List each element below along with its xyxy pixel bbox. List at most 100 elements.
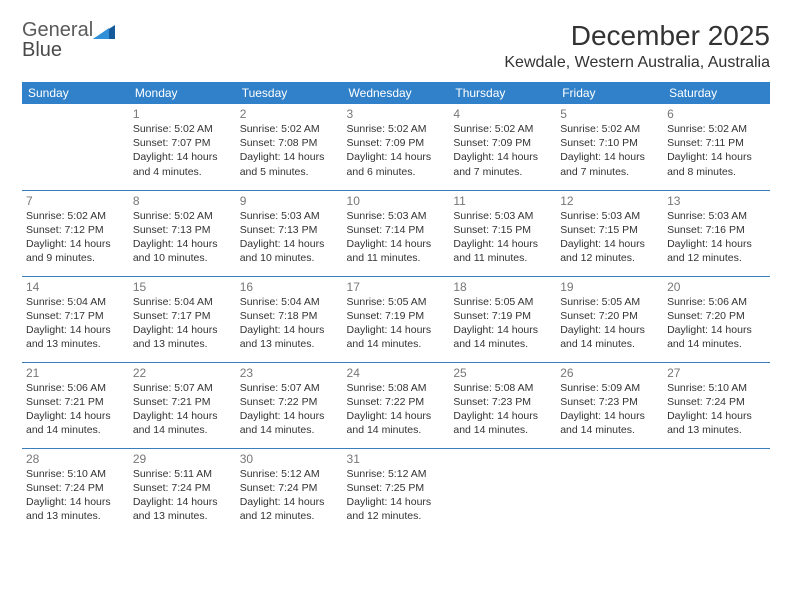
day-number: 25 <box>453 366 552 380</box>
calendar-day-cell: 17Sunrise: 5:05 AMSunset: 7:19 PMDayligh… <box>343 276 450 362</box>
day-number: 2 <box>240 107 339 121</box>
calendar-day-cell: 10Sunrise: 5:03 AMSunset: 7:14 PMDayligh… <box>343 190 450 276</box>
day-number: 11 <box>453 194 552 208</box>
day-number: 24 <box>347 366 446 380</box>
day-header: Saturday <box>663 82 770 104</box>
day-info: Sunrise: 5:04 AMSunset: 7:17 PMDaylight:… <box>133 295 232 352</box>
day-info: Sunrise: 5:07 AMSunset: 7:22 PMDaylight:… <box>240 381 339 438</box>
day-number: 31 <box>347 452 446 466</box>
calendar-empty-cell <box>663 448 770 534</box>
brand-part1: General <box>22 19 93 41</box>
day-number: 21 <box>26 366 125 380</box>
calendar-week-row: 21Sunrise: 5:06 AMSunset: 7:21 PMDayligh… <box>22 362 770 448</box>
calendar-week-row: 1Sunrise: 5:02 AMSunset: 7:07 PMDaylight… <box>22 104 770 190</box>
day-number: 28 <box>26 452 125 466</box>
day-info: Sunrise: 5:10 AMSunset: 7:24 PMDaylight:… <box>667 381 766 438</box>
calendar-day-cell: 26Sunrise: 5:09 AMSunset: 7:23 PMDayligh… <box>556 362 663 448</box>
calendar-day-cell: 13Sunrise: 5:03 AMSunset: 7:16 PMDayligh… <box>663 190 770 276</box>
day-info: Sunrise: 5:12 AMSunset: 7:24 PMDaylight:… <box>240 467 339 524</box>
day-info: Sunrise: 5:08 AMSunset: 7:22 PMDaylight:… <box>347 381 446 438</box>
calendar-table: SundayMondayTuesdayWednesdayThursdayFrid… <box>22 82 770 534</box>
day-info: Sunrise: 5:03 AMSunset: 7:13 PMDaylight:… <box>240 209 339 266</box>
day-info: Sunrise: 5:08 AMSunset: 7:23 PMDaylight:… <box>453 381 552 438</box>
day-number: 19 <box>560 280 659 294</box>
day-info: Sunrise: 5:05 AMSunset: 7:19 PMDaylight:… <box>347 295 446 352</box>
calendar-empty-cell <box>556 448 663 534</box>
day-header: Wednesday <box>343 82 450 104</box>
day-info: Sunrise: 5:12 AMSunset: 7:25 PMDaylight:… <box>347 467 446 524</box>
calendar-day-cell: 22Sunrise: 5:07 AMSunset: 7:21 PMDayligh… <box>129 362 236 448</box>
day-info: Sunrise: 5:07 AMSunset: 7:21 PMDaylight:… <box>133 381 232 438</box>
day-number: 3 <box>347 107 446 121</box>
day-info: Sunrise: 5:03 AMSunset: 7:15 PMDaylight:… <box>560 209 659 266</box>
calendar-day-cell: 25Sunrise: 5:08 AMSunset: 7:23 PMDayligh… <box>449 362 556 448</box>
day-number: 5 <box>560 107 659 121</box>
day-number: 4 <box>453 107 552 121</box>
day-number: 26 <box>560 366 659 380</box>
day-info: Sunrise: 5:02 AMSunset: 7:09 PMDaylight:… <box>453 122 552 179</box>
day-header: Friday <box>556 82 663 104</box>
calendar-day-cell: 28Sunrise: 5:10 AMSunset: 7:24 PMDayligh… <box>22 448 129 534</box>
calendar-day-cell: 29Sunrise: 5:11 AMSunset: 7:24 PMDayligh… <box>129 448 236 534</box>
day-header: Tuesday <box>236 82 343 104</box>
calendar-week-row: 7Sunrise: 5:02 AMSunset: 7:12 PMDaylight… <box>22 190 770 276</box>
brand-name: General Blue <box>22 20 115 60</box>
calendar-day-cell: 11Sunrise: 5:03 AMSunset: 7:15 PMDayligh… <box>449 190 556 276</box>
header: General Blue December 2025 Kewdale, West… <box>22 20 770 72</box>
day-info: Sunrise: 5:10 AMSunset: 7:24 PMDaylight:… <box>26 467 125 524</box>
calendar-body: 1Sunrise: 5:02 AMSunset: 7:07 PMDaylight… <box>22 104 770 534</box>
day-number: 23 <box>240 366 339 380</box>
day-info: Sunrise: 5:03 AMSunset: 7:14 PMDaylight:… <box>347 209 446 266</box>
day-number: 29 <box>133 452 232 466</box>
day-info: Sunrise: 5:02 AMSunset: 7:08 PMDaylight:… <box>240 122 339 179</box>
day-number: 1 <box>133 107 232 121</box>
title-block: December 2025 Kewdale, Western Australia… <box>504 20 770 72</box>
day-number: 7 <box>26 194 125 208</box>
calendar-day-cell: 9Sunrise: 5:03 AMSunset: 7:13 PMDaylight… <box>236 190 343 276</box>
day-number: 20 <box>667 280 766 294</box>
day-number: 16 <box>240 280 339 294</box>
day-info: Sunrise: 5:06 AMSunset: 7:20 PMDaylight:… <box>667 295 766 352</box>
calendar-day-cell: 19Sunrise: 5:05 AMSunset: 7:20 PMDayligh… <box>556 276 663 362</box>
day-number: 8 <box>133 194 232 208</box>
calendar-day-cell: 23Sunrise: 5:07 AMSunset: 7:22 PMDayligh… <box>236 362 343 448</box>
calendar-day-cell: 5Sunrise: 5:02 AMSunset: 7:10 PMDaylight… <box>556 104 663 190</box>
day-info: Sunrise: 5:02 AMSunset: 7:12 PMDaylight:… <box>26 209 125 266</box>
day-number: 10 <box>347 194 446 208</box>
calendar-header-row: SundayMondayTuesdayWednesdayThursdayFrid… <box>22 82 770 104</box>
day-info: Sunrise: 5:11 AMSunset: 7:24 PMDaylight:… <box>133 467 232 524</box>
day-info: Sunrise: 5:05 AMSunset: 7:20 PMDaylight:… <box>560 295 659 352</box>
calendar-empty-cell <box>22 104 129 190</box>
calendar-day-cell: 1Sunrise: 5:02 AMSunset: 7:07 PMDaylight… <box>129 104 236 190</box>
day-info: Sunrise: 5:02 AMSunset: 7:11 PMDaylight:… <box>667 122 766 179</box>
day-number: 15 <box>133 280 232 294</box>
day-info: Sunrise: 5:04 AMSunset: 7:17 PMDaylight:… <box>26 295 125 352</box>
day-info: Sunrise: 5:09 AMSunset: 7:23 PMDaylight:… <box>560 381 659 438</box>
calendar-day-cell: 8Sunrise: 5:02 AMSunset: 7:13 PMDaylight… <box>129 190 236 276</box>
calendar-day-cell: 14Sunrise: 5:04 AMSunset: 7:17 PMDayligh… <box>22 276 129 362</box>
day-number: 30 <box>240 452 339 466</box>
calendar-day-cell: 31Sunrise: 5:12 AMSunset: 7:25 PMDayligh… <box>343 448 450 534</box>
calendar-day-cell: 3Sunrise: 5:02 AMSunset: 7:09 PMDaylight… <box>343 104 450 190</box>
calendar-week-row: 14Sunrise: 5:04 AMSunset: 7:17 PMDayligh… <box>22 276 770 362</box>
calendar-day-cell: 6Sunrise: 5:02 AMSunset: 7:11 PMDaylight… <box>663 104 770 190</box>
day-info: Sunrise: 5:04 AMSunset: 7:18 PMDaylight:… <box>240 295 339 352</box>
day-info: Sunrise: 5:06 AMSunset: 7:21 PMDaylight:… <box>26 381 125 438</box>
calendar-day-cell: 4Sunrise: 5:02 AMSunset: 7:09 PMDaylight… <box>449 104 556 190</box>
day-number: 9 <box>240 194 339 208</box>
location-text: Kewdale, Western Australia, Australia <box>504 54 770 72</box>
day-info: Sunrise: 5:03 AMSunset: 7:15 PMDaylight:… <box>453 209 552 266</box>
day-header: Monday <box>129 82 236 104</box>
calendar-day-cell: 16Sunrise: 5:04 AMSunset: 7:18 PMDayligh… <box>236 276 343 362</box>
calendar-day-cell: 20Sunrise: 5:06 AMSunset: 7:20 PMDayligh… <box>663 276 770 362</box>
calendar-day-cell: 2Sunrise: 5:02 AMSunset: 7:08 PMDaylight… <box>236 104 343 190</box>
day-number: 12 <box>560 194 659 208</box>
calendar-day-cell: 27Sunrise: 5:10 AMSunset: 7:24 PMDayligh… <box>663 362 770 448</box>
calendar-day-cell: 24Sunrise: 5:08 AMSunset: 7:22 PMDayligh… <box>343 362 450 448</box>
day-number: 22 <box>133 366 232 380</box>
day-number: 18 <box>453 280 552 294</box>
brand-triangle-icon <box>93 23 115 39</box>
calendar-day-cell: 7Sunrise: 5:02 AMSunset: 7:12 PMDaylight… <box>22 190 129 276</box>
day-header: Sunday <box>22 82 129 104</box>
day-info: Sunrise: 5:02 AMSunset: 7:13 PMDaylight:… <box>133 209 232 266</box>
